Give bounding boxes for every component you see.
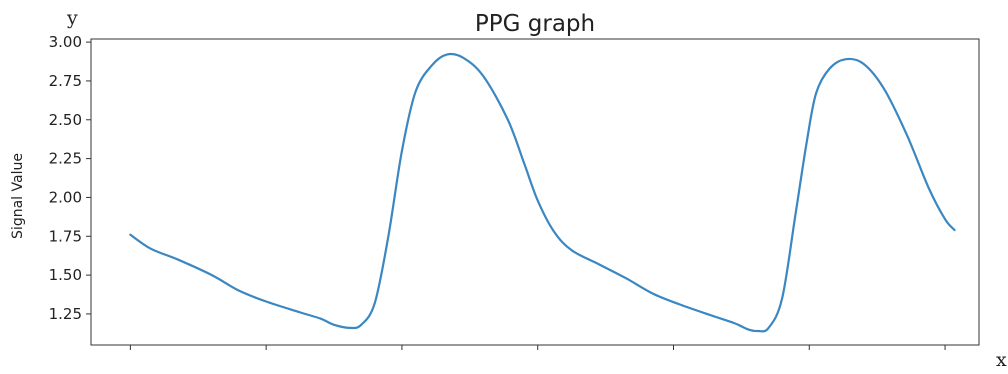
y-tick-label: 2.25 [49, 150, 82, 168]
y-tick-label: 1.75 [49, 227, 82, 245]
corner-x-label: x [996, 349, 1007, 369]
y-tick-label: 1.25 [49, 305, 82, 323]
y-tick-label: 2.00 [49, 188, 82, 206]
y-tick-label: 1.50 [49, 266, 82, 284]
ppg-series-line [129, 52, 956, 333]
y-tick-label: 3.00 [49, 33, 82, 51]
y-axis-label: Signal Value [10, 153, 26, 239]
corner-y-label: y [66, 7, 78, 29]
y-tick-label: 2.75 [49, 72, 82, 90]
plot-frame [90, 38, 980, 346]
chart-title: PPG graph [475, 11, 595, 37]
ticks-layer: 1.25 1.50 1.75 2.00 2.25 2.50 2.75 3.00 [49, 33, 946, 350]
y-tick-label: 2.50 [49, 111, 82, 129]
